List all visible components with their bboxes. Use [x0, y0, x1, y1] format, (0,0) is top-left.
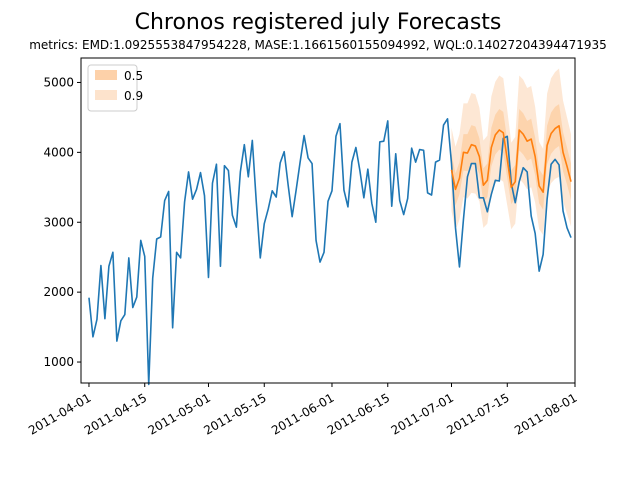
history-series-line	[88, 118, 572, 386]
legend-label-0: 0.5	[124, 69, 143, 83]
y-tick-label: 5000	[43, 75, 74, 89]
y-tick-label: 3000	[43, 215, 74, 229]
legend: 0.5 0.9	[87, 64, 143, 112]
legend-swatch-0	[95, 70, 117, 80]
x-tick-label: 2011-05-01	[146, 391, 213, 438]
x-tick-label: 2011-08-01	[512, 391, 579, 438]
y-tick-label: 1000	[43, 355, 74, 369]
x-tick-label: 2011-04-01	[26, 391, 93, 438]
chart-title: Chronos registered july Forecasts	[135, 10, 502, 35]
x-tick-label: 2011-04-15	[82, 391, 149, 438]
x-tick-label: 2011-06-15	[325, 391, 392, 438]
y-tick-label: 2000	[43, 285, 74, 299]
y-tick-label: 4000	[43, 145, 74, 159]
axes-frame	[80, 57, 576, 384]
x-axis: 2011-04-012011-04-152011-05-012011-05-15…	[26, 383, 580, 438]
x-tick-label: 2011-05-15	[201, 391, 268, 438]
y-axis: 1000 2000 3000 4000 5000	[43, 75, 81, 369]
median-forecast-line	[450, 125, 572, 193]
legend-label-1: 0.9	[124, 89, 143, 103]
band-50-area	[451, 104, 572, 210]
x-tick-label: 2011-07-01	[389, 391, 456, 438]
chart-subtitle: metrics: EMD:1.0925553847954228, MASE:1.…	[29, 38, 607, 52]
x-tick-label: 2011-07-15	[444, 391, 511, 438]
plot-area	[88, 68, 572, 386]
x-tick-label: 2011-06-01	[269, 391, 336, 438]
legend-swatch-1	[95, 90, 117, 100]
band-50-layer	[451, 104, 572, 210]
